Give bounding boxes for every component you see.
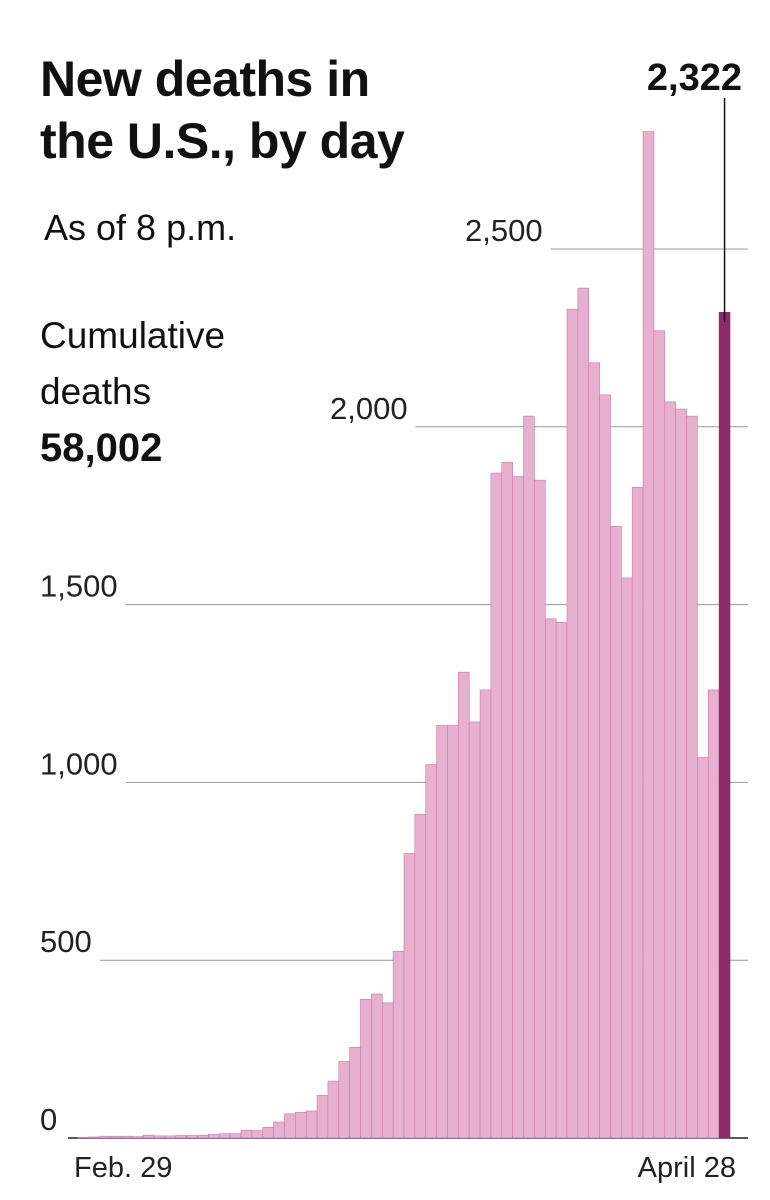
bar	[153, 1135, 166, 1139]
bar	[142, 1134, 155, 1139]
highlight-value-label: 2,322	[647, 57, 742, 99]
bar	[403, 853, 416, 1139]
bar	[132, 1136, 144, 1139]
bar	[360, 999, 372, 1139]
bar	[164, 1135, 177, 1139]
bar	[316, 1095, 329, 1139]
bar	[338, 1061, 350, 1139]
bar	[479, 689, 492, 1139]
bar	[534, 479, 546, 1139]
bar	[577, 287, 590, 1139]
bar	[544, 618, 557, 1139]
bar	[566, 309, 579, 1139]
bar	[555, 622, 568, 1139]
bar	[599, 394, 611, 1139]
x-start-label: Feb. 29	[74, 1152, 172, 1184]
y-tick-label: 1,000	[40, 746, 118, 781]
bar	[653, 330, 666, 1139]
bar	[305, 1110, 318, 1139]
bar	[468, 721, 481, 1139]
cumulative-label-line1: Cumulative	[40, 315, 226, 356]
bar	[284, 1113, 296, 1139]
bar	[523, 415, 535, 1139]
bar	[490, 472, 503, 1139]
chart-title-line2: the U.S., by day	[40, 113, 405, 169]
highlighted-bar	[718, 311, 731, 1139]
chart-title-line1: New deaths in	[40, 51, 370, 107]
bar	[686, 415, 698, 1139]
bar	[697, 757, 709, 1139]
bar	[218, 1133, 231, 1139]
y-tick-label: 0	[40, 1102, 57, 1137]
bar	[110, 1135, 122, 1139]
bar	[229, 1133, 242, 1139]
bar	[262, 1127, 274, 1139]
bar	[588, 362, 600, 1139]
bar	[707, 689, 720, 1139]
bar	[208, 1134, 220, 1139]
bars	[77, 131, 731, 1139]
bar	[88, 1136, 101, 1139]
bar	[77, 1136, 90, 1139]
bar	[631, 486, 644, 1139]
bar	[414, 814, 427, 1139]
bar	[295, 1112, 307, 1139]
cumulative-deaths-block: Cumulative deaths 58,002	[40, 308, 225, 476]
chart-title: New deaths in the U.S., by day	[40, 48, 480, 172]
bar	[186, 1135, 198, 1139]
y-tick-label: 500	[40, 924, 92, 959]
bar	[99, 1135, 111, 1139]
bar	[642, 131, 655, 1139]
bar	[392, 951, 405, 1139]
bar	[436, 725, 448, 1139]
bar	[371, 993, 383, 1139]
y-tick-label: 2,500	[465, 213, 543, 248]
chart-subtitle: As of 8 p.m.	[44, 207, 237, 248]
bar	[610, 526, 622, 1139]
bar	[447, 725, 459, 1139]
bar	[621, 577, 633, 1139]
bar	[675, 408, 687, 1139]
bar	[121, 1135, 133, 1139]
bar	[251, 1130, 264, 1139]
bar	[175, 1135, 187, 1139]
bar	[197, 1134, 209, 1139]
x-end-label: April 28	[638, 1152, 736, 1184]
bar	[240, 1129, 253, 1139]
cumulative-label-line2: deaths	[40, 371, 152, 412]
bar	[381, 1002, 394, 1139]
y-tick-label: 1,500	[40, 569, 118, 604]
bar	[273, 1121, 285, 1139]
bar	[349, 1047, 361, 1139]
y-tick-label: 2,000	[330, 391, 408, 426]
bar	[664, 401, 676, 1139]
bar	[327, 1080, 340, 1139]
bar	[458, 671, 470, 1139]
bar	[512, 476, 524, 1139]
bar	[501, 462, 513, 1139]
bar	[425, 764, 437, 1139]
cumulative-value: 58,002	[40, 426, 163, 470]
axis-labels: 0 500 1,000 1,500 2,000 2,500 2,322 Feb. 29 Apri…	[40, 57, 742, 1184]
